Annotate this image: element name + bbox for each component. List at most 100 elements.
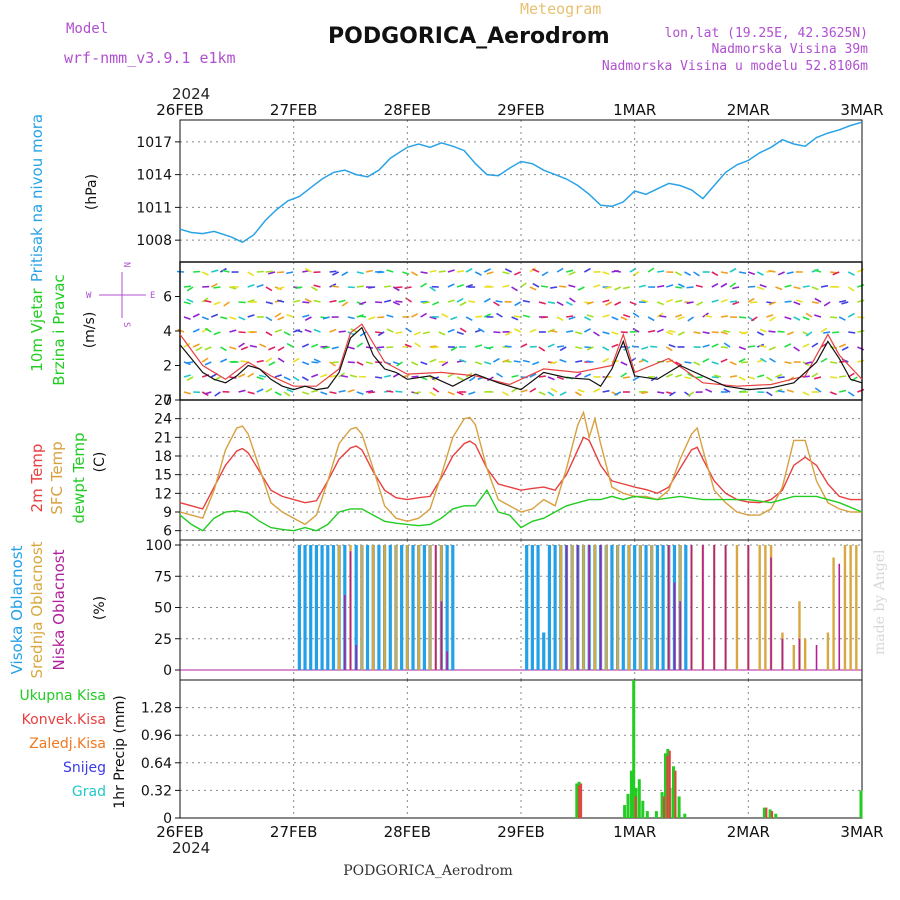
- wind-barb: [277, 286, 285, 291]
- cloud-unit: (%): [92, 596, 108, 620]
- wind-barb: [684, 271, 692, 277]
- wind-barb: [677, 331, 685, 336]
- wind-barb: [238, 301, 246, 304]
- wind-barb: [747, 271, 756, 276]
- wind-barb: [429, 286, 436, 292]
- wind-barb: [456, 297, 464, 303]
- wind-barb: [247, 391, 255, 395]
- wind-barb: [711, 282, 719, 288]
- wind-barb: [657, 285, 665, 288]
- wind-barb: [704, 314, 712, 318]
- wind-ylabel-2: Brzina i Pravac: [50, 274, 68, 385]
- wind-barb: [823, 331, 831, 334]
- wind-barb: [431, 346, 439, 349]
- wind-barb: [729, 375, 738, 378]
- wind-barb: [723, 342, 731, 348]
- wind-barb: [468, 300, 476, 303]
- wind-barb: [302, 301, 310, 304]
- wind-barb: [492, 301, 500, 307]
- wind-barb: [604, 286, 612, 290]
- wind-barb: [368, 316, 376, 321]
- time-label-bottom: 3MAR: [840, 823, 883, 841]
- wind-barb: [775, 286, 783, 291]
- time-axis-top: 26FEB 27FEB 28FEB 29FEB 1MAR 2MAR 3MAR: [156, 101, 883, 119]
- wind-barb: [611, 331, 619, 336]
- wind-barb: [429, 316, 437, 320]
- wind-barb: [483, 297, 491, 303]
- wind-barb: [811, 372, 819, 378]
- wind-barb: [584, 373, 592, 378]
- precip-total-bar: [637, 779, 641, 818]
- wind-barb: [720, 346, 728, 349]
- wind-barb: [210, 283, 218, 288]
- wind-barb: [438, 270, 446, 273]
- wind-barb: [793, 301, 801, 306]
- wind-barb: [693, 331, 701, 335]
- wind-barb: [759, 345, 767, 348]
- wind-barb: [302, 361, 310, 366]
- wind-barb: [847, 391, 855, 397]
- wind-barb: [504, 345, 512, 348]
- wind-barb: [756, 331, 764, 336]
- wind-barb: [429, 358, 437, 363]
- wind-barb: [320, 373, 328, 378]
- wind-barb: [641, 358, 649, 363]
- wind-barb: [447, 283, 455, 288]
- ytick-label: 27: [154, 393, 172, 409]
- wind-barb: [283, 376, 291, 381]
- precip-conv-bar: [663, 796, 666, 818]
- wind-barb: [313, 358, 321, 363]
- wind-barb: [813, 376, 822, 380]
- wind-barb: [484, 361, 492, 365]
- wind-barb: [365, 269, 373, 273]
- precip-conv-bar: [666, 755, 669, 818]
- wind-barb: [623, 346, 631, 351]
- wind-barb: [301, 376, 309, 382]
- compass-west: W: [86, 291, 92, 301]
- wind-barb: [247, 283, 255, 288]
- precip-total-bar: [629, 770, 633, 818]
- wind-barb: [768, 346, 776, 351]
- wind-barb: [311, 389, 319, 393]
- wind-barb: [830, 376, 838, 379]
- wind-barb: [529, 387, 537, 393]
- time-label-bottom: 1MAR: [613, 823, 656, 841]
- wind-barb: [213, 301, 221, 306]
- pressure-ylabel: Pritisak na nivou mora: [28, 114, 46, 282]
- ytick-label: 15: [154, 468, 172, 484]
- wind-barb: [331, 361, 339, 364]
- pressure-line: [179, 121, 863, 244]
- precip-total-bar: [672, 766, 675, 819]
- precip-legend-conv: Konvek.Kisa: [22, 712, 106, 728]
- wind-barb: [823, 301, 831, 307]
- time-label-bottom: 2MAR: [727, 823, 770, 841]
- precip-conv-bar: [634, 796, 637, 818]
- wind-barb: [666, 284, 674, 288]
- wind-barb: [267, 271, 276, 275]
- wind-barb: [313, 284, 321, 288]
- wind-barb: [820, 327, 828, 333]
- wind-barb: [641, 346, 649, 350]
- wind-barb: [748, 285, 756, 288]
- wind-barb: [677, 316, 685, 321]
- wind-barb: [465, 316, 473, 322]
- wind-barb: [347, 316, 355, 320]
- wind-barb: [687, 316, 695, 322]
- wind-barb: [277, 299, 285, 303]
- wind-barb: [405, 327, 412, 333]
- wind-barb: [265, 316, 273, 322]
- precip-conv-bar: [674, 770, 677, 818]
- wind-barb: [759, 284, 767, 288]
- wind-barb: [769, 316, 776, 322]
- wind-barb: [832, 331, 840, 334]
- wind-barb: [513, 271, 522, 276]
- wind-barb: [574, 391, 582, 397]
- wind-barb: [475, 315, 483, 318]
- wind-barb: [520, 282, 527, 288]
- wind-barb: [695, 376, 703, 379]
- wind-barb: [413, 331, 421, 336]
- time-axis-bottom: 26FEB 27FEB 28FEB 29FEB 1MAR 2MAR 3MAR: [156, 823, 883, 841]
- wind-barb: [456, 270, 465, 273]
- wind-barb: [784, 343, 792, 348]
- precip-total-bar: [654, 811, 658, 818]
